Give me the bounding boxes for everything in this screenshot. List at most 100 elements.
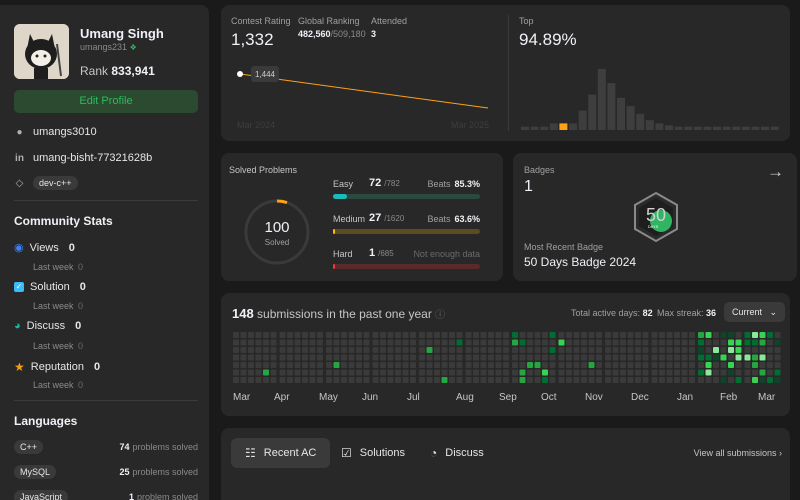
- heatmap-cell[interactable]: [348, 347, 355, 353]
- heatmap-cell[interactable]: [480, 362, 487, 368]
- heatmap-cell[interactable]: [387, 347, 394, 353]
- heatmap-cell[interactable]: [713, 362, 719, 368]
- heatmap-cell[interactable]: [356, 339, 362, 346]
- heatmap-cell[interactable]: [681, 332, 688, 338]
- tab-solutions[interactable]: ☑ Solutions: [327, 438, 419, 468]
- heatmap-cell[interactable]: [651, 369, 658, 376]
- heatmap-cell[interactable]: [348, 339, 355, 346]
- heatmap-cell[interactable]: [635, 369, 641, 376]
- heatmap-cell[interactable]: [240, 332, 247, 338]
- heatmap-cell[interactable]: [651, 339, 658, 346]
- heatmap-cell[interactable]: [689, 369, 695, 376]
- heatmap-cell[interactable]: [666, 377, 673, 383]
- heatmap-cell[interactable]: [642, 347, 649, 353]
- heatmap-cell[interactable]: [449, 369, 455, 376]
- heatmap-cell[interactable]: [402, 347, 409, 353]
- heatmap-cell[interactable]: [635, 339, 641, 346]
- heatmap-cell[interactable]: [627, 332, 634, 338]
- heatmap-cell[interactable]: [240, 347, 247, 353]
- tab-recent-ac[interactable]: ☷ Recent AC: [231, 438, 331, 468]
- heatmap-cell[interactable]: [744, 332, 751, 338]
- heatmap-cell[interactable]: [473, 347, 479, 353]
- heatmap-cell[interactable]: [642, 377, 649, 383]
- heatmap-cell[interactable]: [380, 354, 386, 361]
- heatmap-cell[interactable]: [294, 369, 301, 376]
- heatmap-cell[interactable]: [410, 377, 416, 383]
- heatmap-cell[interactable]: [341, 354, 347, 361]
- heatmap-cell[interactable]: [503, 347, 509, 353]
- heatmap-cell[interactable]: [309, 362, 316, 368]
- language-tag[interactable]: MySQL: [14, 465, 57, 479]
- heatmap-cell[interactable]: [752, 347, 758, 353]
- heatmap-cell[interactable]: [735, 354, 742, 361]
- heatmap-cell[interactable]: [503, 369, 509, 376]
- heatmap-cell[interactable]: [294, 332, 301, 338]
- heatmap-cell[interactable]: [270, 339, 277, 346]
- heatmap-cell[interactable]: [759, 354, 766, 361]
- heatmap-cell[interactable]: [527, 369, 533, 376]
- heatmap-cell[interactable]: [666, 354, 673, 361]
- heatmap-cell[interactable]: [689, 354, 695, 361]
- heatmap-cell[interactable]: [363, 339, 370, 346]
- heatmap-cell[interactable]: [635, 347, 641, 353]
- heatmap-cell[interactable]: [233, 377, 239, 383]
- heatmap-cell[interactable]: [395, 347, 401, 353]
- heatmap-cell[interactable]: [620, 377, 626, 383]
- heatmap-cell[interactable]: [488, 339, 494, 346]
- heatmap-cell[interactable]: [659, 362, 665, 368]
- heatmap-cell[interactable]: [666, 369, 673, 376]
- heatmap-cell[interactable]: [233, 369, 239, 376]
- heatmap-cell[interactable]: [659, 377, 665, 383]
- heatmap-cell[interactable]: [309, 369, 316, 376]
- heatmap-cell[interactable]: [333, 369, 340, 376]
- heatmap-cell[interactable]: [635, 377, 641, 383]
- heatmap-cell[interactable]: [759, 362, 766, 368]
- heatmap-cell[interactable]: [348, 377, 355, 383]
- heatmap-cell[interactable]: [309, 377, 316, 383]
- heatmap-cell[interactable]: [426, 354, 433, 361]
- heatmap-cell[interactable]: [503, 377, 509, 383]
- heatmap-cell[interactable]: [735, 332, 742, 338]
- heatmap-cell[interactable]: [558, 354, 565, 361]
- heatmap-cell[interactable]: [419, 347, 425, 353]
- heatmap-cell[interactable]: [255, 362, 262, 368]
- heatmap-cell[interactable]: [542, 377, 548, 383]
- heatmap-cell[interactable]: [326, 362, 332, 368]
- heatmap-cell[interactable]: [713, 354, 719, 361]
- heatmap-cell[interactable]: [566, 369, 572, 376]
- heatmap-cell[interactable]: [363, 369, 370, 376]
- heatmap-cell[interactable]: [356, 377, 362, 383]
- heatmap-cell[interactable]: [309, 354, 316, 361]
- heatmap-cell[interactable]: [542, 369, 548, 376]
- heatmap-cell[interactable]: [759, 339, 766, 346]
- heatmap-cell[interactable]: [767, 332, 773, 338]
- heatmap-cell[interactable]: [248, 377, 254, 383]
- heatmap-cell[interactable]: [651, 332, 658, 338]
- heatmap-cell[interactable]: [651, 354, 658, 361]
- heatmap-cell[interactable]: [341, 362, 347, 368]
- heatmap-cell[interactable]: [302, 339, 308, 346]
- heatmap-cell[interactable]: [480, 354, 487, 361]
- heatmap-cell[interactable]: [426, 347, 433, 353]
- heatmap-cell[interactable]: [705, 362, 712, 368]
- heatmap-cell[interactable]: [294, 339, 301, 346]
- heatmap-cell[interactable]: [612, 362, 619, 368]
- heatmap-cell[interactable]: [456, 339, 463, 346]
- heatmap-cell[interactable]: [689, 332, 695, 338]
- heatmap-cell[interactable]: [248, 339, 254, 346]
- heatmap-cell[interactable]: [294, 362, 301, 368]
- heatmap-cell[interactable]: [596, 369, 602, 376]
- heatmap-cell[interactable]: [263, 354, 269, 361]
- heatmap-cell[interactable]: [689, 377, 695, 383]
- heatmap-cell[interactable]: [705, 347, 712, 353]
- heatmap-cell[interactable]: [767, 354, 773, 361]
- heatmap-cell[interactable]: [233, 362, 239, 368]
- heatmap-cell[interactable]: [512, 362, 518, 368]
- heatmap-cell[interactable]: [659, 347, 665, 353]
- heatmap-cell[interactable]: [651, 362, 658, 368]
- heatmap-cell[interactable]: [713, 332, 719, 338]
- heatmap-cell[interactable]: [642, 362, 649, 368]
- heatmap-cell[interactable]: [558, 332, 565, 338]
- heatmap-cell[interactable]: [456, 332, 463, 338]
- heatmap-cell[interactable]: [441, 347, 448, 353]
